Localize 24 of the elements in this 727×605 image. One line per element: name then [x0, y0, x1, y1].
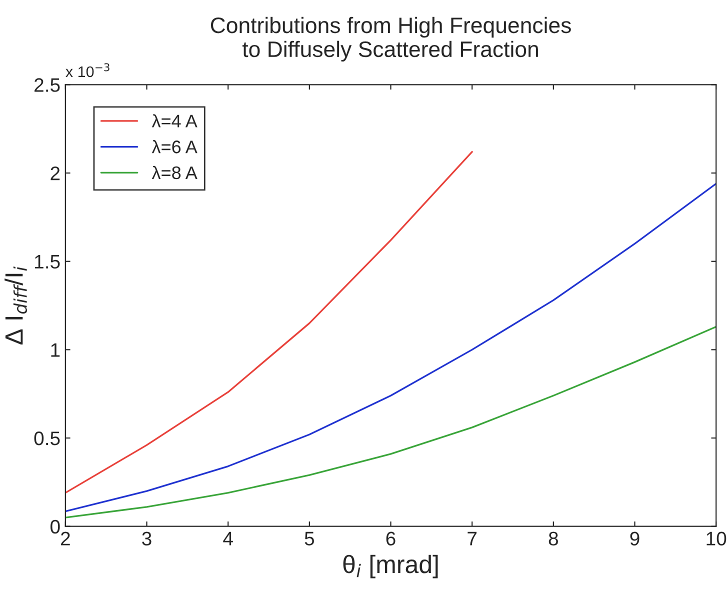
x-tick-label: 4: [223, 532, 233, 546]
chart-title: Contributions from High Frequencies to Diffusely Scattered Fraction: [210, 16, 571, 62]
x-tick-label: 10: [706, 532, 726, 546]
line-series: [65, 182, 716, 512]
x-tick-label: 6: [386, 532, 396, 546]
text: x 10$^{−3}$: [66, 63, 110, 78]
legend-label: λ=6 A: [152, 140, 198, 154]
y-tick-label: 2: [50, 166, 60, 180]
x-tick-label: 7: [468, 532, 477, 546]
x-tick-label: 2: [61, 532, 70, 546]
y-tick-label: 2.5: [34, 78, 60, 92]
y-tick-label: 0.5: [34, 431, 60, 446]
line-series: [65, 326, 716, 518]
y-tick-label: 1.5: [35, 255, 60, 269]
y-tick-label: 1: [51, 343, 60, 357]
x-tick-label: 9: [630, 532, 640, 546]
x-tick-label: 8: [548, 532, 558, 546]
legend-label: λ=8 A: [152, 166, 198, 180]
x-tick-label: 3: [142, 532, 152, 546]
x-axis-title: θ$_{i}$ [mrad]: [343, 554, 438, 578]
y-tick-label: 0: [50, 520, 60, 534]
legend-label: λ=4 A: [152, 114, 198, 128]
x-tick-label: 5: [304, 532, 314, 546]
y-axis-title: Δ I$_{diff}$/I$_{i}$: [4, 266, 28, 345]
